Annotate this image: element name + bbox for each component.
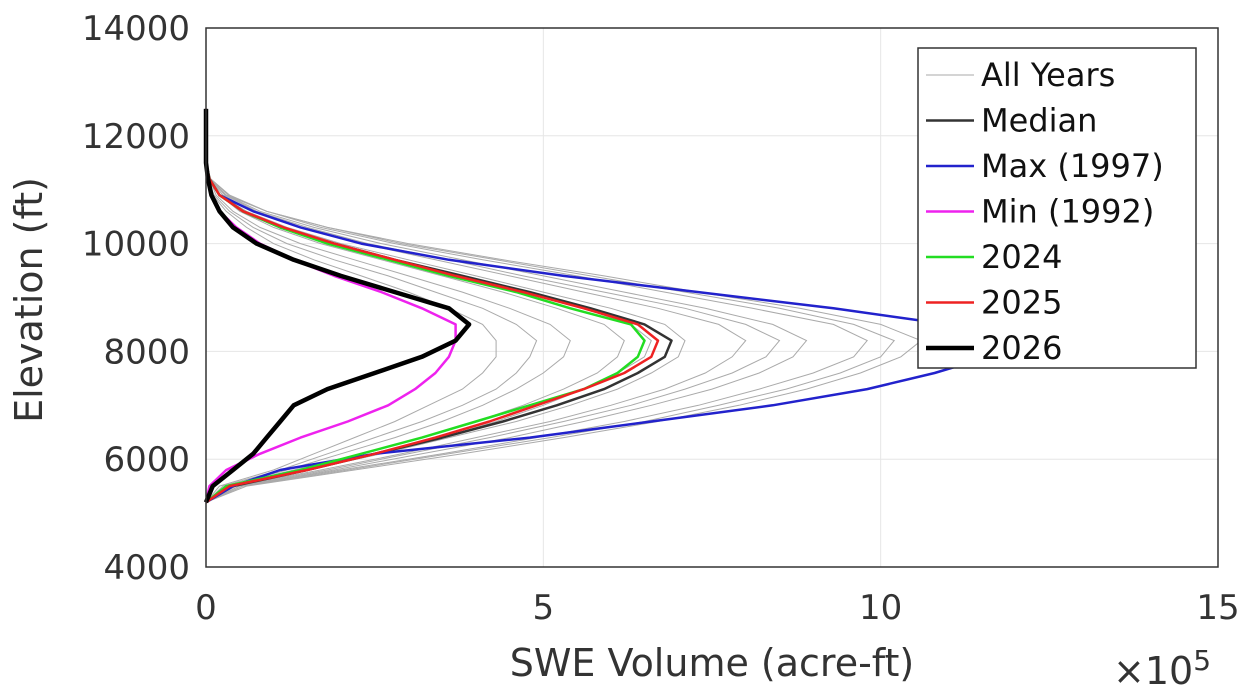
all-years-line <box>205 108 923 503</box>
highlight-series-lines <box>203 108 1017 504</box>
legend-label: Min (1992) <box>981 193 1154 231</box>
x-tick-label: 10 <box>859 588 902 628</box>
legend-label: 2026 <box>981 329 1062 367</box>
legend-label: Median <box>981 102 1097 140</box>
y-tick-label: 8000 <box>103 332 190 372</box>
series-line-2026 <box>203 108 472 504</box>
series-line-max-1997 <box>204 108 1017 504</box>
x-tick-label: 0 <box>195 588 217 628</box>
y-tick-label: 12000 <box>82 117 190 157</box>
legend-label: All Years <box>981 56 1115 94</box>
x-multiplier: ×105 <box>1113 644 1211 689</box>
all-years-line <box>205 108 747 503</box>
y-tick-label: 14000 <box>82 9 190 49</box>
legend-label: Max (1997) <box>981 147 1164 185</box>
x-tick-label: 15 <box>1196 588 1239 628</box>
y-tick-label: 6000 <box>103 440 190 480</box>
y-tick-label: 10000 <box>82 225 190 265</box>
plot-frame <box>205 27 1219 568</box>
y-tick-labels: 4000 6000 8000 10000 12000 14000 <box>82 9 190 588</box>
legend-label: 2024 <box>981 238 1062 276</box>
legend: All Years Median Max (1997) Min (1992) 2024 2… <box>917 47 1197 369</box>
legend-box <box>917 47 1197 369</box>
series-line-2025 <box>204 108 660 504</box>
all-years-line <box>205 108 497 503</box>
x-tick-labels: 0 5 10 15 <box>195 588 1239 628</box>
legend-label: 2025 <box>981 284 1062 322</box>
x-axis-title: SWE Volume (acre-ft) <box>510 641 915 685</box>
all-years-line <box>205 108 868 503</box>
x-tick-label: 5 <box>533 588 555 628</box>
y-tick-label: 4000 <box>103 548 190 588</box>
all-years-line <box>205 108 781 503</box>
all-years-line <box>205 108 571 503</box>
y-axis-title: Elevation (ft) <box>7 177 51 423</box>
all-years-line <box>205 108 896 503</box>
